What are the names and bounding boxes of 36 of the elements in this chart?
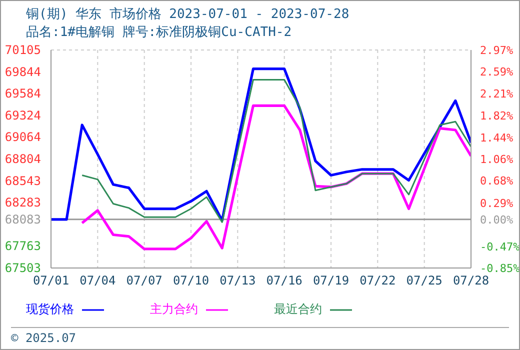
x-tick-label: 07/07	[126, 274, 162, 288]
y2-tick-label: 0.29%	[480, 196, 514, 210]
y2-tick-label: 1.06%	[480, 153, 514, 166]
legend-label: 最近合约	[274, 301, 322, 318]
y2-tick-label: 1.82%	[480, 110, 514, 123]
x-tick-label: 07/16	[266, 274, 302, 288]
legend-label: 现货价格	[26, 301, 74, 318]
text: © 2025.07	[11, 331, 76, 345]
y2-tick-label: 0.00%	[480, 213, 514, 226]
y2-tick-label: 2.21%	[480, 87, 514, 100]
x-tick-label: 07/22	[360, 274, 396, 288]
y-tick-label: 67503	[4, 261, 41, 275]
x-tick-label: 07/19	[312, 274, 350, 288]
x-tick-label: 07/10	[172, 274, 210, 288]
y-tick-label: 67763	[4, 239, 41, 254]
y-tick-label: 69324	[4, 108, 41, 122]
y-tick-label: 68543	[4, 174, 41, 188]
y2-tick-label: 2.59%	[480, 66, 514, 79]
x-tick-label: 07/25	[406, 274, 442, 288]
y2-tick-label: 1.44%	[480, 131, 514, 144]
x-tick-label: 07/04	[80, 274, 116, 288]
x-tick-label: 07/28	[452, 274, 490, 288]
legend-label: 主力合约	[150, 301, 198, 318]
y-tick-label: 68283	[4, 196, 41, 210]
y2-tick-label: 2.97%	[480, 44, 514, 57]
chart-title: 铜(期) 华东 市场价格 2023-07-01 - 2023-07-28	[26, 6, 350, 23]
x-tick-label: 07/01	[32, 274, 70, 288]
chart-subtitle: 品名:1#电解铜 牌号:标准阴极铜Cu-CATH-2	[26, 24, 292, 41]
y-tick-label: 69584	[4, 86, 41, 101]
y-tick-label: 69064	[4, 130, 41, 144]
y-tick-label: 68083	[4, 212, 41, 226]
x-tick-label: 07/13	[220, 274, 256, 288]
y2-tick-label: 0.68%	[480, 174, 514, 188]
y-tick-label: 69844	[4, 64, 41, 79]
y-tick-label: 68804	[4, 152, 41, 166]
y-tick-label: 70105	[4, 43, 41, 57]
